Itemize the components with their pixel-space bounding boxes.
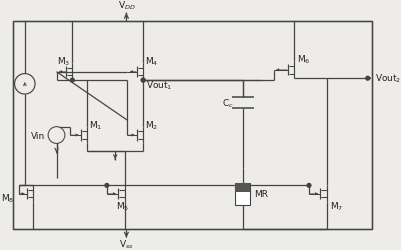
Text: C$_c$: C$_c$ — [221, 97, 233, 109]
Text: M$_1$: M$_1$ — [89, 119, 102, 132]
Text: M$_4$: M$_4$ — [145, 55, 158, 68]
Circle shape — [105, 184, 108, 188]
Text: Vin: Vin — [31, 131, 45, 140]
Circle shape — [14, 74, 35, 95]
Text: M$_2$: M$_2$ — [145, 119, 158, 132]
Circle shape — [70, 79, 74, 82]
Text: V$_{DD}$: V$_{DD}$ — [117, 0, 135, 12]
Text: Vout$_2$: Vout$_2$ — [374, 73, 401, 85]
Text: M$_6$: M$_6$ — [296, 53, 310, 66]
Circle shape — [365, 77, 369, 81]
Text: V$_{ss}$: V$_{ss}$ — [119, 238, 134, 250]
Text: M$_5$: M$_5$ — [116, 200, 129, 212]
Bar — [235, 183, 250, 205]
Bar — [235, 183, 250, 192]
Circle shape — [306, 184, 310, 188]
Text: Vout$_1$: Vout$_1$ — [146, 79, 172, 92]
Circle shape — [141, 79, 145, 82]
Text: MR: MR — [253, 190, 267, 198]
Circle shape — [141, 79, 145, 82]
Circle shape — [48, 127, 65, 144]
Text: M$_3$: M$_3$ — [57, 55, 70, 68]
Bar — [13, 22, 371, 229]
Text: M$_7$: M$_7$ — [329, 200, 342, 212]
Text: M$_8$: M$_8$ — [1, 192, 14, 204]
